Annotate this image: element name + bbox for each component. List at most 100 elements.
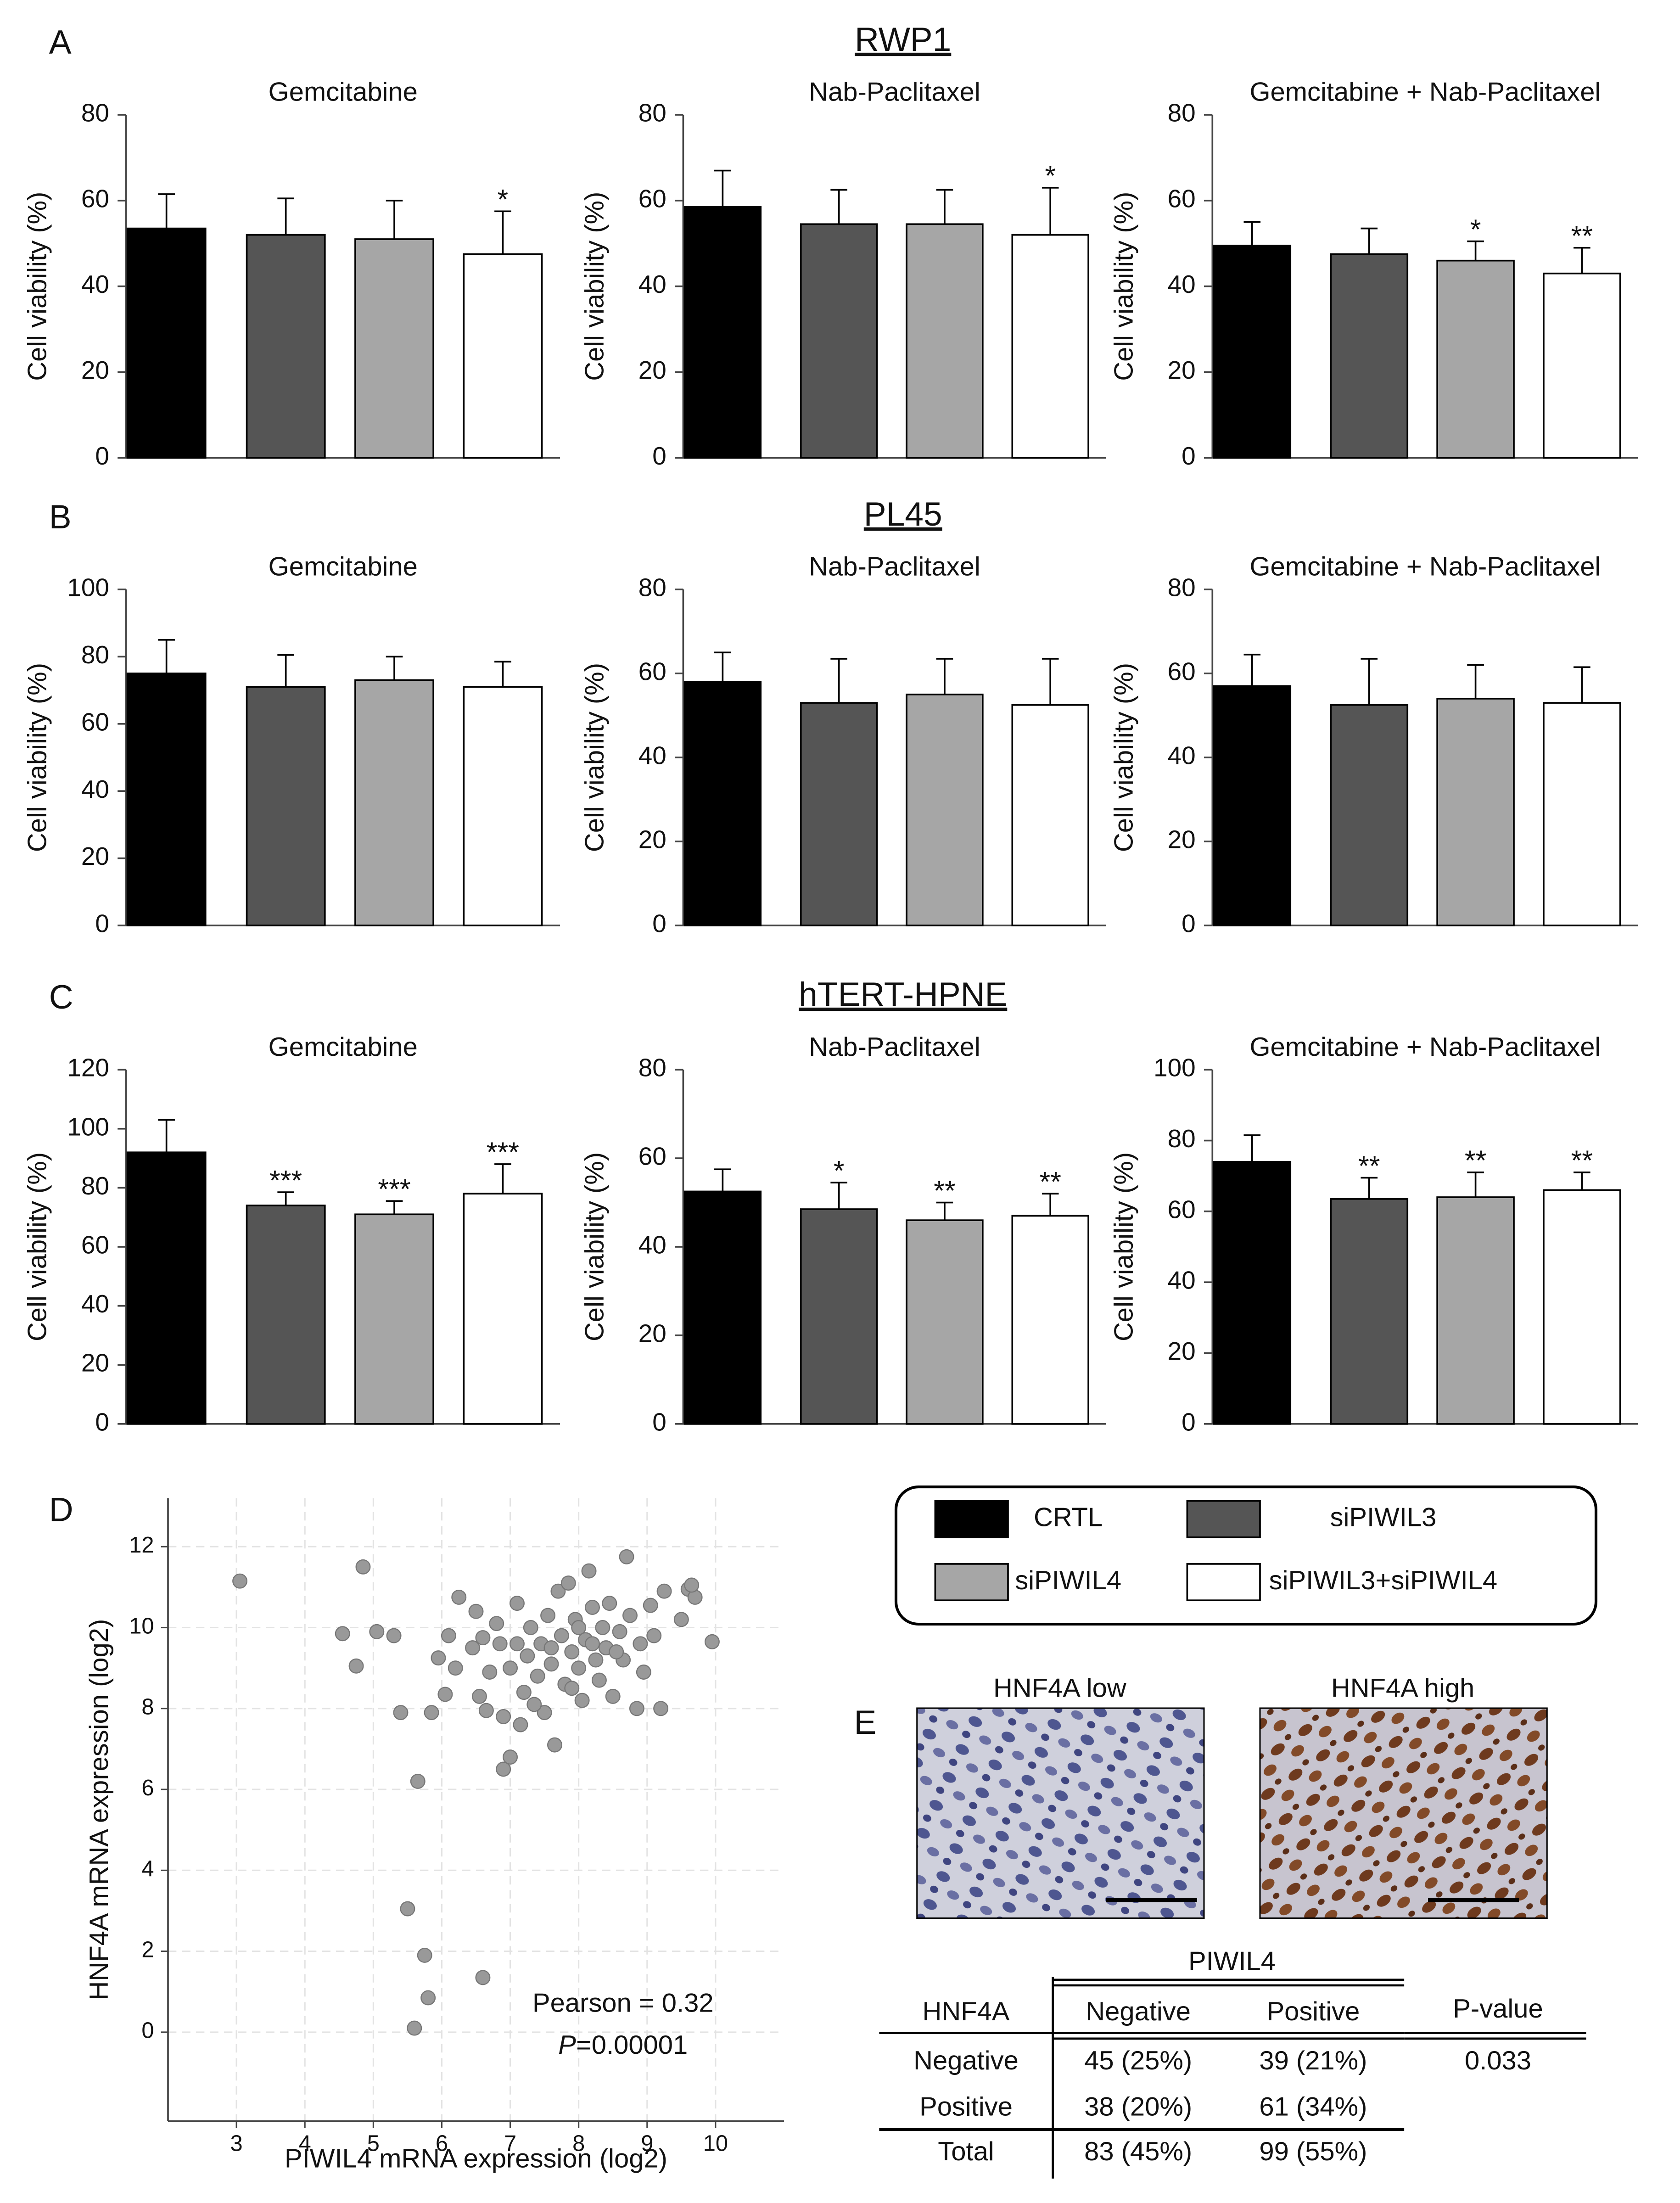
significance: *** (269, 1165, 302, 1196)
point (407, 2020, 422, 2036)
y-tick-label: 20 (81, 842, 109, 870)
point (633, 1636, 648, 1652)
table-lines (879, 1977, 1586, 2179)
table-group-header: PIWIL4 (1188, 1946, 1276, 1976)
y-tick-label: 20 (1168, 356, 1196, 384)
y-tick-label: 40 (81, 270, 109, 298)
x-tick-label: 8 (572, 2131, 585, 2156)
y-tick-label: 60 (638, 657, 666, 686)
x-axis-label: PIWIL4 mRNA expression (log2) (285, 2144, 667, 2173)
significance: ** (1571, 1145, 1593, 1176)
bar (463, 686, 543, 926)
y-tick-label: 40 (1168, 1266, 1196, 1295)
chart-title: Nab-Paclitaxel (809, 78, 980, 107)
legend-swatch (1186, 1500, 1261, 1538)
point (629, 1701, 644, 1716)
bar (906, 693, 984, 926)
y-tick-label: 0 (141, 2018, 154, 2043)
bar (246, 686, 326, 926)
y-tick-label: 100 (67, 573, 109, 602)
bar (906, 223, 984, 459)
y-tick-label: 20 (638, 1319, 666, 1347)
bar (126, 227, 207, 459)
y-tick-label: 80 (638, 1054, 666, 1082)
point (335, 1626, 350, 1642)
point (560, 1575, 576, 1591)
y-tick-label: 60 (81, 707, 109, 736)
point (471, 1688, 487, 1704)
y-tick-label: 60 (1168, 1195, 1196, 1223)
bar (1543, 702, 1621, 926)
y-axis-label: Cell viability (%) (1109, 663, 1139, 852)
panel-label: E (854, 1704, 877, 1741)
y-tick-label: 4 (141, 1856, 154, 1881)
point (612, 1624, 627, 1639)
bar (800, 1208, 878, 1425)
point (410, 1773, 426, 1789)
y-tick-label: 20 (1168, 825, 1196, 854)
point (543, 1640, 559, 1656)
significance: ** (934, 1175, 955, 1206)
significance: ** (1571, 220, 1593, 251)
x-tick-label: 5 (367, 2131, 380, 2156)
point (550, 1583, 566, 1599)
point (492, 1636, 508, 1652)
y-tick-label: 0 (1182, 909, 1196, 938)
y-tick-label: 80 (81, 1172, 109, 1200)
bar (683, 206, 762, 459)
legend-label: siPIWIL3+siPIWIL4 (1269, 1566, 1497, 1595)
y-tick-label: 100 (67, 1112, 109, 1141)
point (537, 1705, 552, 1721)
y-tick-label: 80 (638, 573, 666, 602)
y-tick-label: 2 (141, 1937, 154, 1962)
table-cell: 61 (34%) (1259, 2092, 1367, 2122)
y-axis-label: Cell viability (%) (23, 192, 52, 381)
bar (1330, 704, 1409, 926)
y-tick-label: 40 (1168, 270, 1196, 298)
table-header: Negative (1086, 1997, 1191, 2026)
y-tick-label: 20 (81, 356, 109, 384)
point (516, 1685, 532, 1700)
significance: ** (1358, 1150, 1380, 1181)
annotation: P=0.00001 (558, 2030, 688, 2060)
y-axis-label: Cell viability (%) (580, 663, 610, 852)
row-title: hTERT-HPNE (799, 975, 1007, 1013)
point (571, 1660, 587, 1676)
point (509, 1596, 525, 1611)
y-axis-label: Cell viability (%) (23, 663, 52, 852)
legend-swatch (934, 1500, 1009, 1538)
bar (1213, 245, 1292, 459)
y-tick-label: 60 (81, 184, 109, 213)
chart-title: Nab-Paclitaxel (809, 1032, 980, 1062)
y-tick-label: 0 (652, 442, 666, 470)
point (619, 1549, 634, 1564)
point (417, 1947, 432, 1963)
point (348, 1658, 364, 1674)
significance: * (1470, 213, 1481, 245)
ihc-image-low (916, 1707, 1205, 1919)
y-tick-label: 60 (638, 1142, 666, 1171)
row-title: RWP1 (855, 21, 951, 58)
chart-title: Gemcitabine + Nab-Paclitaxel (1249, 1032, 1601, 1062)
point (468, 1603, 484, 1619)
bar (800, 223, 878, 459)
y-tick-label: 6 (141, 1776, 154, 1800)
table-header: P-value (1453, 1994, 1543, 2024)
chart-title: Gemcitabine (269, 78, 418, 107)
bar (1543, 1189, 1621, 1425)
bar (1011, 1215, 1089, 1425)
chart-title: Nab-Paclitaxel (809, 552, 980, 582)
y-tick-label: 20 (81, 1349, 109, 1377)
bar (354, 679, 434, 926)
legend-box (894, 1485, 1598, 1626)
point (478, 1703, 494, 1718)
point (424, 1705, 439, 1721)
table-cell: 39 (21%) (1259, 2046, 1367, 2075)
y-tick-label: 80 (1168, 99, 1196, 127)
table-header: HNF4A (923, 1997, 1010, 2026)
bar (126, 673, 207, 926)
point (448, 1660, 463, 1676)
y-tick-label: 0 (95, 909, 109, 938)
point (386, 1628, 402, 1643)
bar (463, 253, 543, 459)
